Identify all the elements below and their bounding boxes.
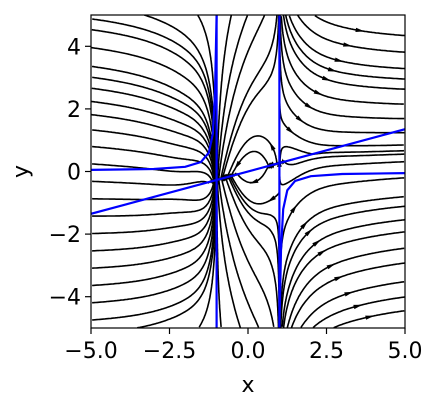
streamline-53	[284, 15, 405, 80]
blue-curve-2	[91, 128, 405, 215]
streamline-arrow-29	[249, 178, 259, 184]
streamline-32	[215, 15, 266, 181]
x-tick-label: 0.0	[231, 339, 266, 364]
streamline-1	[137, 179, 218, 328]
x-axis-ticks: −5.0 −2.5 0.0 2.5 5.0	[64, 328, 423, 364]
streamline-arrow-21	[317, 249, 327, 257]
streamline-arrow-48	[313, 89, 323, 96]
x-axis-label: x	[241, 373, 254, 398]
streamline-arrow-13	[312, 239, 321, 247]
x-tick-label: −5.0	[64, 339, 117, 364]
streamline-arrow-61	[355, 27, 365, 32]
y-tick-label: −4	[49, 286, 81, 311]
streamline-arrow-9	[353, 304, 363, 310]
streamline-arrow-8	[344, 291, 354, 297]
streamline-19	[92, 179, 218, 235]
streamline-40	[91, 87, 218, 181]
blue-curve-3	[91, 15, 218, 171]
streamline-arrow-25	[304, 228, 313, 237]
y-axis-ticks: −4 −2 0 2 4	[49, 35, 91, 311]
x-tick-label: −2.5	[143, 339, 196, 364]
blue-curves	[91, 15, 405, 328]
streamline-arrow-33	[234, 160, 242, 170]
streamline-31	[92, 163, 218, 185]
streamline-arrow-27	[267, 195, 276, 203]
streamline-24	[278, 177, 405, 328]
streamline-10	[333, 310, 405, 328]
streamline-arrow-7	[326, 263, 336, 270]
streamline-arrow-45	[304, 102, 314, 110]
streamline-36	[92, 129, 218, 182]
y-axis-label: y	[9, 165, 34, 178]
y-tick-label: 0	[67, 161, 81, 186]
streamline-arrow-37	[269, 141, 276, 151]
x-tick-label: 2.5	[309, 339, 344, 364]
streamline-arrow-18	[300, 221, 308, 230]
x-tick-label: 5.0	[388, 339, 423, 364]
y-tick-label: 2	[67, 98, 81, 123]
streamline-arrow-52	[321, 75, 331, 81]
streamline-arrow-56	[334, 57, 344, 62]
streamline-arrow-58	[343, 42, 353, 47]
streamline-7	[286, 247, 405, 328]
streamline-arrow-43	[295, 115, 304, 123]
blue-curve-4	[278, 172, 405, 328]
streamline-61	[314, 15, 405, 37]
y-tick-label: 4	[67, 35, 81, 60]
streamline-arrow-42	[286, 126, 295, 135]
streamline-15	[92, 178, 218, 269]
streamline-arrow-10	[365, 315, 375, 320]
streamline-arrow-14	[334, 276, 344, 282]
streamline-arrow-24	[290, 204, 297, 214]
y-tick-label: −2	[49, 223, 81, 248]
streamline-arrow-53	[327, 67, 337, 72]
streamline-56	[288, 15, 405, 70]
